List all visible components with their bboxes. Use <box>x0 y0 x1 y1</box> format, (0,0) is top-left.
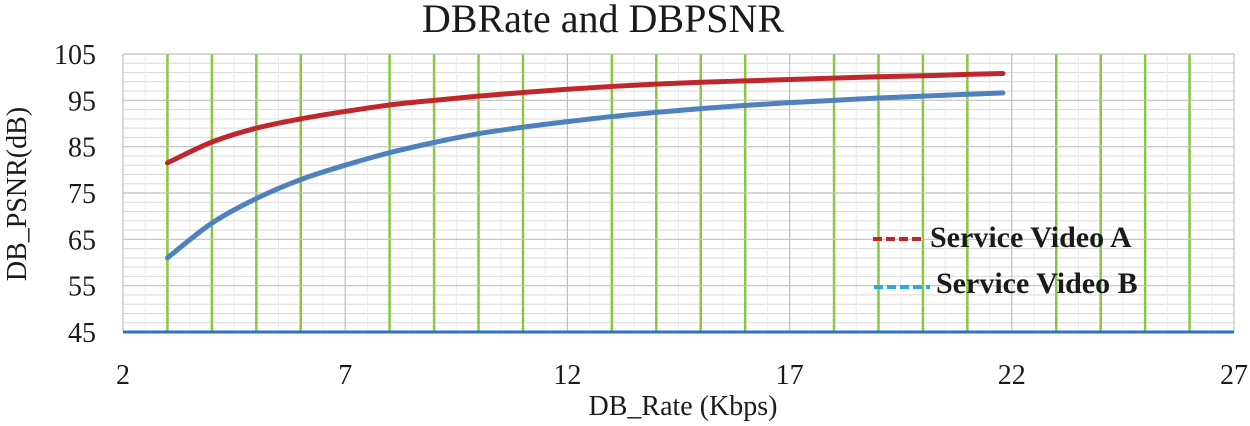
y-tick-label: 65 <box>68 225 96 256</box>
legend-label-a: Service Video A <box>930 221 1132 254</box>
x-tick-label: 12 <box>553 360 581 391</box>
legend: Service Video A Service Video B <box>873 221 1138 300</box>
x-tick-label: 27 <box>1220 360 1248 391</box>
series-line-service-video-a <box>164 70 1006 166</box>
y-tick-label: 55 <box>68 272 96 303</box>
series-layer <box>164 70 1006 261</box>
y-axis-label: DB_PSNR(dB) <box>2 107 33 281</box>
y-tick-label: 85 <box>68 133 96 164</box>
x-tick-label: 17 <box>776 360 804 391</box>
x-axis-label: DB_Rate (Kbps) <box>589 391 778 422</box>
y-tick-label: 45 <box>68 318 96 349</box>
chart-title: DBRate and DBPSNR <box>422 0 785 41</box>
x-tick-label: 2 <box>116 360 130 391</box>
y-tick-label: 95 <box>68 86 96 117</box>
x-tick-label: 7 <box>338 360 352 391</box>
legend-label-b: Service Video B <box>936 267 1138 300</box>
x-tick-label: 22 <box>998 360 1026 391</box>
y-tick-label: 105 <box>54 40 96 71</box>
y-tick-label: 75 <box>68 179 96 210</box>
x-axis-ticks: 2 7 12 17 22 27 <box>116 360 1248 391</box>
y-axis-ticks: 45 55 65 75 85 95 105 <box>54 40 96 349</box>
series-line-service-video-b <box>164 90 1006 261</box>
